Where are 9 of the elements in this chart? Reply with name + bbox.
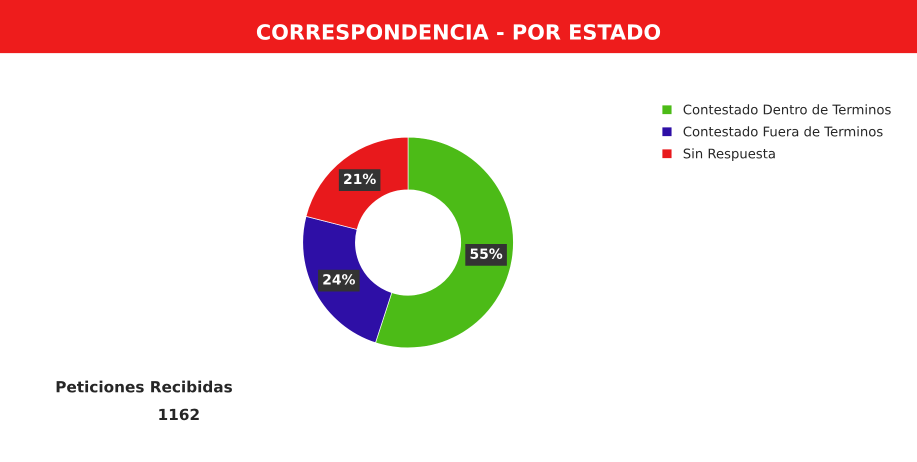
legend-label: Contestado Dentro de Terminos xyxy=(684,104,891,114)
data-label: 55% xyxy=(470,248,502,259)
legend-label: Sin Respuesta xyxy=(684,148,775,162)
text: Peticiones Recibidas xyxy=(56,380,232,393)
data-label: 24% xyxy=(323,274,356,285)
legend-label: Contestado Fuera de Terminos xyxy=(684,126,883,136)
text: 1162 xyxy=(159,408,199,420)
data-label: 21% xyxy=(344,174,376,184)
chart-title: CORRESPONDENCIA - POR ESTADO xyxy=(256,24,660,40)
